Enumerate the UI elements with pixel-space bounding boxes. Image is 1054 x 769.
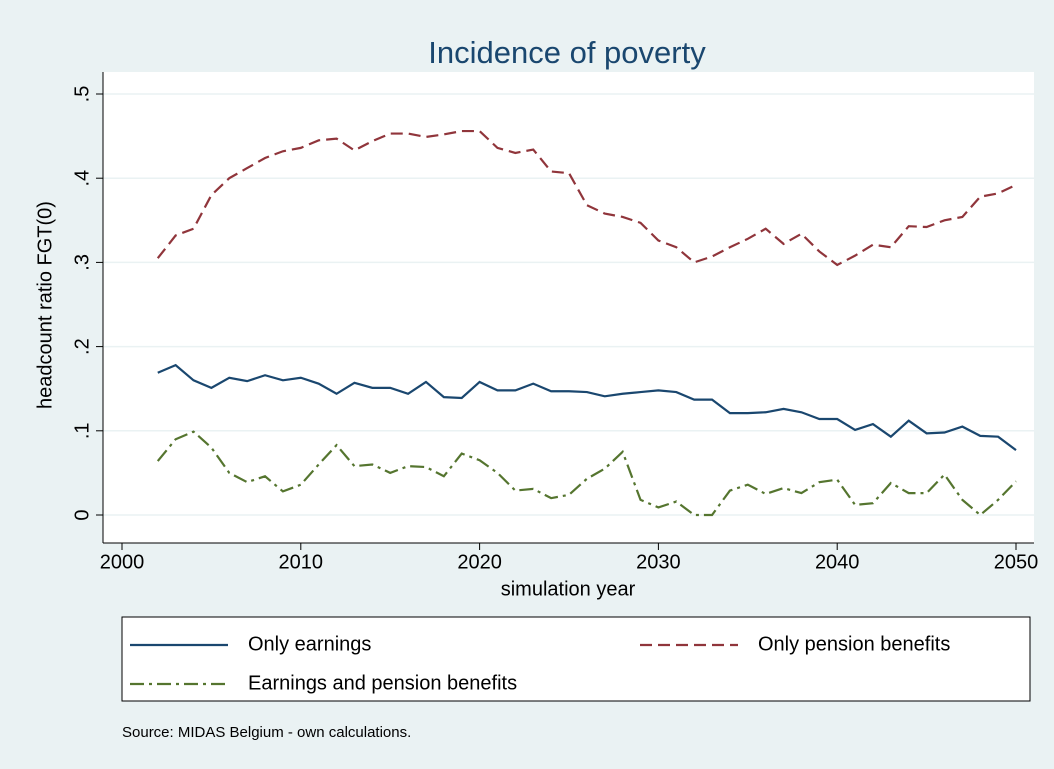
- x-axis-title: simulation year: [501, 578, 636, 600]
- x-tick-label: 2040: [815, 551, 860, 573]
- y-tick-label: .4: [71, 170, 93, 187]
- y-tick-label: .5: [71, 86, 93, 103]
- y-tick-label: .2: [71, 338, 93, 355]
- series-line: [156, 129, 1017, 267]
- legend-label: Only pension benefits: [758, 633, 950, 655]
- y-tick-label: .3: [71, 254, 93, 271]
- x-tick-label: 2050: [994, 551, 1039, 573]
- y-axis-title: headcount ratio FGT(0): [34, 201, 56, 409]
- legend-label: Only earnings: [248, 633, 371, 655]
- source-note: Source: MIDAS Belgium - own calculations…: [122, 724, 411, 741]
- x-tick-label: 2030: [636, 551, 681, 573]
- x-tick-label: 2020: [457, 551, 502, 573]
- x-tick-label: 2010: [279, 551, 324, 573]
- series-line: [157, 363, 1017, 452]
- legend-label: Earnings and pension benefits: [248, 672, 517, 694]
- legend: [121, 616, 1031, 702]
- x-tick-label: 2000: [100, 551, 145, 573]
- y-tick-label: .1: [71, 422, 93, 439]
- plot-area: [103, 72, 1034, 543]
- series-line: [156, 430, 1017, 517]
- chart-title: Incidence of poverty: [428, 35, 706, 70]
- y-tick-label: 0: [71, 509, 93, 520]
